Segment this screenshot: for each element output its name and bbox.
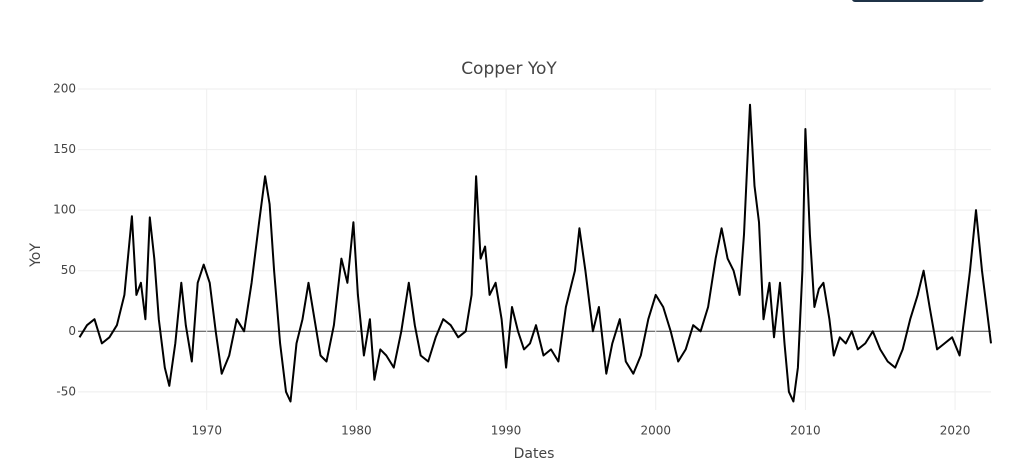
x-tick-label: 1970 (191, 424, 222, 438)
x-tick-label: 1990 (491, 424, 522, 438)
y-tick-label: 50 (61, 263, 76, 277)
y-tick-label: 150 (53, 142, 76, 156)
y-axis-title: YoY (28, 243, 44, 268)
y-tick-label: 100 (53, 203, 76, 217)
x-axis-title: Dates (514, 446, 555, 462)
y-tick-label: 0 (68, 324, 76, 338)
x-tick-label: 2000 (640, 424, 671, 438)
menu-button[interactable] (852, 0, 984, 2)
x-tick-label: 1980 (341, 424, 372, 438)
x-tick-label: 2020 (940, 424, 971, 438)
x-tick-label: 2010 (790, 424, 821, 438)
y-tick-label: -50 (56, 384, 76, 398)
chart-title: Copper YoY (461, 59, 557, 79)
y-tick-label: 200 (53, 82, 76, 96)
line-series (78, 103, 992, 403)
